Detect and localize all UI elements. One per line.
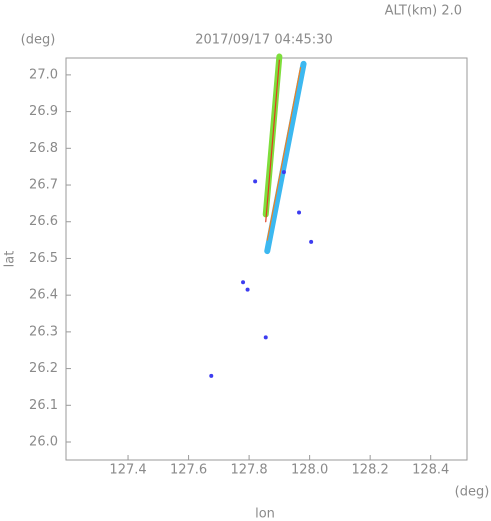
- y-tick-label: 26.5: [29, 251, 58, 266]
- radar-echo: [209, 373, 214, 378]
- plot-frame: [65, 57, 468, 461]
- chart-subtitle: ALT(km) 2.0: [385, 4, 462, 19]
- y-tick-label: 26.9: [29, 104, 58, 119]
- x-tick-label: 128.2: [352, 463, 389, 478]
- radar-streak: [265, 59, 280, 223]
- y-tick-label: 26.8: [29, 141, 58, 156]
- y-tick-label: 26.7: [29, 178, 58, 193]
- y-tick-label: 26.4: [29, 288, 58, 303]
- y-tick-label: 26.3: [29, 324, 58, 339]
- x-tick-label: 127.8: [230, 463, 267, 478]
- radar-echo: [309, 239, 314, 244]
- y-axis-label: lat: [3, 251, 18, 268]
- y-tick-label: 26.1: [29, 398, 58, 413]
- x-unit: (deg): [455, 485, 490, 500]
- x-tick-label: 128.0: [291, 463, 328, 478]
- x-tick-label: 127.6: [170, 463, 207, 478]
- y-tick-label: 26.0: [29, 435, 58, 450]
- x-tick-label: 128.4: [412, 463, 449, 478]
- y-tick-label: 26.2: [29, 361, 58, 376]
- y-unit: (deg): [21, 33, 56, 48]
- radar-echo: [245, 287, 250, 292]
- chart-title: 2017/09/17 04:45:30: [195, 33, 332, 48]
- radar-echo: [297, 210, 302, 215]
- y-tick-label: 27.0: [29, 67, 58, 82]
- radar-echo: [253, 179, 258, 184]
- radar-echo: [241, 280, 246, 285]
- radar-echo: [281, 170, 286, 175]
- x-axis-label: lon: [255, 507, 275, 521]
- radar-echo: [263, 335, 268, 340]
- y-tick-label: 26.6: [29, 214, 58, 229]
- x-tick-label: 127.4: [109, 463, 146, 478]
- radar-streak: [266, 66, 302, 241]
- radar-streak: [264, 60, 307, 255]
